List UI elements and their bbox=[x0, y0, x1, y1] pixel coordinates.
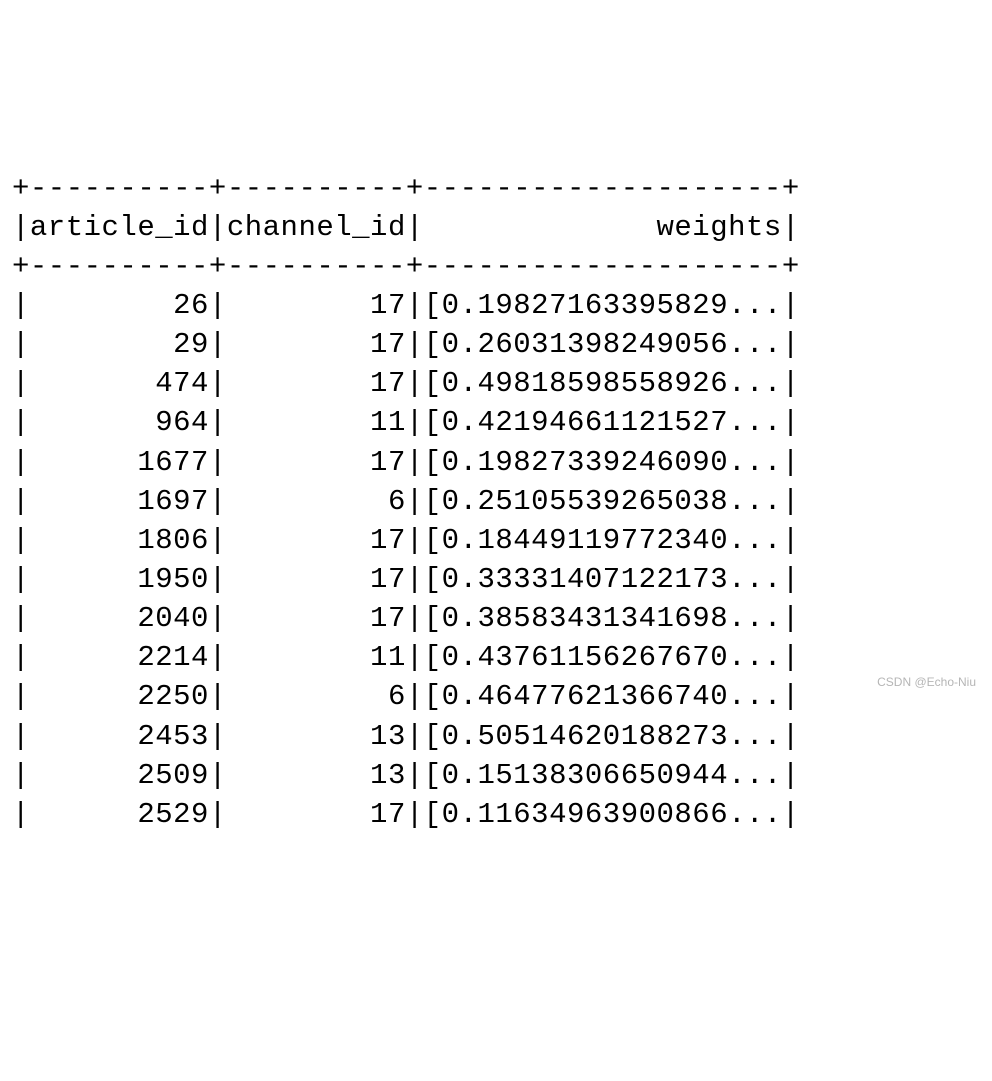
watermark: CSDN @Echo-Niu bbox=[877, 674, 976, 690]
data-table: +----------+----------+-----------------… bbox=[12, 169, 980, 834]
